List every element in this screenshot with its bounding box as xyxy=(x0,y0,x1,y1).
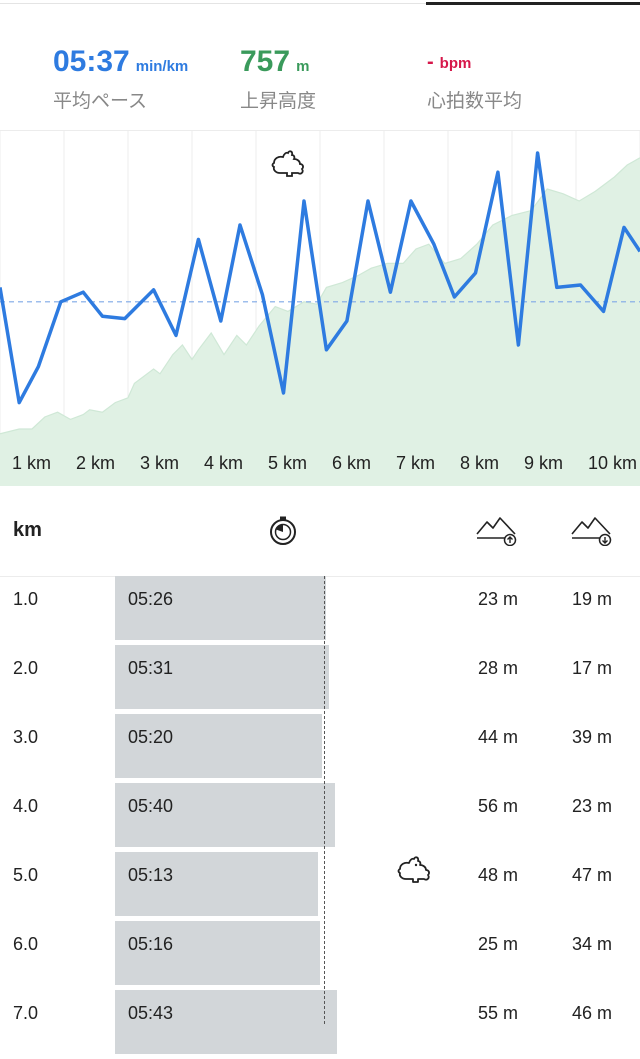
row-km: 6.0 xyxy=(13,934,39,954)
x-tick-label: 6 km xyxy=(332,453,371,473)
pace-bar xyxy=(115,576,326,640)
row-ascent: 23 m xyxy=(477,589,518,609)
tab-underline-base xyxy=(0,3,640,4)
row-time: 05:26 xyxy=(128,589,174,609)
pace-value: 05:37 xyxy=(53,45,130,78)
row-descent: 19 m xyxy=(571,589,612,609)
summary-stats: 05:37 min/km 平均ペース 757 m 上昇高度 - bpm 心拍数平均 xyxy=(0,40,640,120)
x-tick-label: 7 km xyxy=(396,453,435,473)
row-time: 05:13 xyxy=(128,865,174,885)
average-pace-line xyxy=(324,576,325,1024)
row-km: 5.0 xyxy=(13,865,39,885)
x-tick-label: 5 km xyxy=(268,453,307,473)
x-tick-label: 3 km xyxy=(140,453,179,473)
stat-ascent: 757 m 上昇高度 xyxy=(240,40,316,113)
row-ascent: 48 m xyxy=(477,865,518,885)
pace-label: 平均ペース xyxy=(53,90,148,112)
row-km: 2.0 xyxy=(13,658,39,678)
heart-rate-label: 心拍数平均 xyxy=(427,90,523,112)
table-row[interactable]: 3.0 05:20 44 m 39 m xyxy=(0,714,640,783)
ascent-label: 上昇高度 xyxy=(240,90,317,112)
row-descent: 34 m xyxy=(571,934,612,954)
ascent-unit: m xyxy=(296,58,310,75)
row-km: 4.0 xyxy=(13,796,39,816)
elevation-line xyxy=(0,157,640,435)
x-tick-label: 8 km xyxy=(460,453,499,473)
row-time: 05:20 xyxy=(128,727,174,747)
elevation-area xyxy=(0,157,640,487)
pace-bar xyxy=(115,921,320,985)
heart-rate-unit: bpm xyxy=(439,55,472,72)
ascent-value: 757 xyxy=(240,45,291,78)
table-row[interactable]: 1.0 05:26 23 m 19 m xyxy=(0,576,640,645)
table-row[interactable]: 6.0 05:16 25 m 34 m xyxy=(0,921,640,990)
splits-table-body: 1.0 05:26 23 m 19 m 2.0 05:31 28 m 17 m … xyxy=(0,576,640,1054)
descent-icon xyxy=(570,512,614,550)
pace-unit: min/km xyxy=(135,58,189,75)
pace-elevation-chart[interactable]: 1 km 2 km 3 km 4 km 5 km 6 km 7 km 8 km 9 km 10 k… xyxy=(0,130,640,487)
pace-bar xyxy=(115,645,329,709)
row-time: 05:31 xyxy=(128,658,174,678)
x-tick-label: 10 km xyxy=(588,453,637,473)
table-row[interactable]: 7.0 05:43 55 m 46 m xyxy=(0,990,640,1059)
rabbit-marker-icon xyxy=(271,150,304,177)
stat-heart-rate: - bpm 心拍数平均 xyxy=(427,40,522,113)
splits-table-header: km xyxy=(0,486,640,577)
row-descent: 46 m xyxy=(571,1003,612,1023)
x-tick-label: 9 km xyxy=(524,453,563,473)
row-ascent: 25 m xyxy=(477,934,518,954)
ascent-icon xyxy=(475,512,519,550)
row-ascent: 28 m xyxy=(477,658,518,678)
row-ascent: 44 m xyxy=(477,727,518,747)
table-row[interactable]: 5.0 05:13 48 m 47 m xyxy=(0,852,640,921)
row-ascent: 55 m xyxy=(477,1003,518,1023)
tab-underline-active[interactable] xyxy=(426,2,640,5)
row-descent: 47 m xyxy=(571,865,612,885)
pace-line xyxy=(0,151,640,405)
pace-bar xyxy=(115,714,322,778)
row-descent: 23 m xyxy=(571,796,612,816)
row-descent: 39 m xyxy=(571,727,612,747)
row-time: 05:40 xyxy=(128,796,174,816)
stopwatch-icon xyxy=(266,514,300,552)
heart-rate-value: - xyxy=(427,51,434,73)
tab-indicator-bar xyxy=(0,0,640,6)
table-row[interactable]: 4.0 05:40 56 m 23 m xyxy=(0,783,640,852)
rabbit-icon xyxy=(396,855,432,889)
x-tick-label: 4 km xyxy=(204,453,243,473)
chart-svg: 1 km 2 km 3 km 4 km 5 km 6 km 7 km 8 km 9 km 10 k… xyxy=(0,131,640,487)
row-km: 3.0 xyxy=(13,727,39,747)
pace-bar xyxy=(115,852,318,916)
row-descent: 17 m xyxy=(571,658,612,678)
x-tick-label: 1 km xyxy=(12,453,51,473)
row-time: 05:16 xyxy=(128,934,174,954)
x-tick-label: 2 km xyxy=(76,453,115,473)
stat-pace: 05:37 min/km 平均ペース xyxy=(53,40,188,113)
row-time: 05:43 xyxy=(128,1003,174,1023)
pace-bar xyxy=(115,783,335,847)
row-km: 1.0 xyxy=(13,589,39,609)
table-row[interactable]: 2.0 05:31 28 m 17 m xyxy=(0,645,640,714)
row-ascent: 56 m xyxy=(477,796,518,816)
row-km: 7.0 xyxy=(13,1003,39,1023)
col-header-km: km xyxy=(13,519,42,541)
